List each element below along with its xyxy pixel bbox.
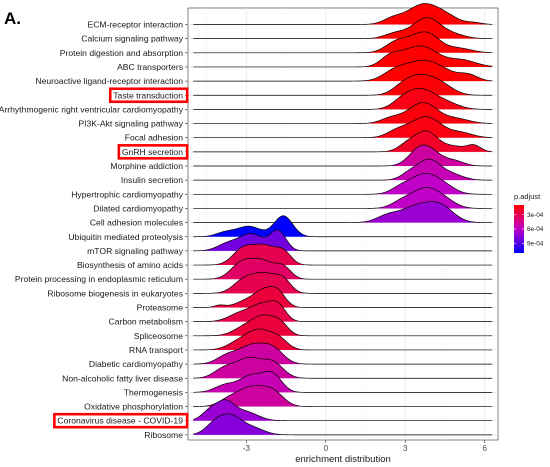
ridge-fill: [193, 3, 493, 25]
ridge-outline: [193, 286, 493, 308]
x-axis: -3 0 3 6: [243, 440, 487, 453]
ridge-outline: [193, 31, 493, 54]
highlight-boxes: [53, 87, 189, 429]
ridge-fill: [193, 116, 493, 138]
ridge-outline: [193, 229, 493, 252]
pathway-label: Arrhythmogenic right ventricular cardiom…: [0, 104, 184, 114]
panel-label: A.: [4, 9, 21, 28]
pathway-label: ECM-receptor interaction: [87, 20, 183, 30]
highlight-box: [108, 87, 189, 104]
ridge-outline: [193, 243, 493, 266]
pathway-label: Proteasome: [137, 303, 184, 313]
pathway-label: Coronavirus disease - COVID-19: [57, 416, 183, 426]
ridge-outline: [193, 271, 493, 294]
ridge-outline: [193, 116, 493, 139]
pathway-label: ABC transporters: [117, 62, 183, 72]
pathway-label: Morphine addiction: [110, 161, 183, 171]
x-axis-title: enrichment distribution: [295, 454, 391, 465]
ridge-fill: [193, 215, 493, 237]
ridge-outline: [193, 257, 493, 280]
ridge-outline: [193, 314, 493, 337]
pathway-label: Non-alcoholic fatty liver disease: [62, 373, 183, 383]
ridge-fill: [193, 145, 493, 166]
ridge-outline: [193, 356, 493, 379]
ridge-outline: [193, 201, 493, 223]
ridge-fill: [193, 187, 493, 209]
highlight-box: [53, 412, 189, 429]
pathway-label: Hypertrophic cardiomyopathy: [71, 189, 183, 199]
ridge-outline: [193, 342, 493, 365]
ridge-fill: [193, 102, 493, 124]
legend-ticks: 3e-04 6e-04 9e-04: [514, 212, 544, 248]
pathway-label: Ubiquitin mediated proteolysis: [68, 232, 183, 242]
x-tick-label: 3: [403, 443, 408, 453]
ridge-outline: [193, 215, 493, 238]
ridge-outline: [193, 45, 493, 68]
pathway-label: Protein processing in endoplasmic reticu…: [15, 274, 183, 284]
pathway-label: Diabetic cardiomyopathy: [89, 359, 184, 369]
ridge-outline: [193, 328, 493, 351]
pathway-label: RNA transport: [129, 345, 184, 355]
ridge-outline: [193, 300, 493, 322]
pathway-label: Spliceosome: [134, 331, 183, 341]
ridge-fill: [193, 385, 493, 407]
pathway-label: Insulin secretion: [121, 175, 183, 185]
ridge-fill: [193, 413, 493, 435]
legend-colorbar: [514, 205, 524, 253]
pathway-label: Neuroactive ligand-receptor interaction: [35, 76, 183, 86]
ridge-fill: [193, 343, 493, 365]
ridge-outline: [193, 88, 493, 110]
ridge-fill: [193, 244, 493, 266]
ridge-outline: [193, 413, 493, 436]
ridge-outline: [193, 3, 493, 25]
ridge-outline: [193, 371, 493, 393]
pathway-label: Taste transduction: [113, 90, 183, 100]
pathway-label: GnRH secretion: [122, 147, 183, 157]
ridge-outline: [193, 59, 493, 82]
ridge-outline: [193, 187, 493, 209]
ridge-outline: [193, 399, 493, 422]
legend-tick-label: 6e-04: [527, 226, 544, 233]
pathway-label: PI3K-Akt signaling pathway: [78, 119, 183, 129]
x-tick-label: 6: [482, 443, 487, 453]
ridge-outline: [193, 102, 493, 124]
pathway-label: Biosynthesis of amino acids: [77, 260, 183, 270]
pathway-label: Calcium signaling pathway: [81, 34, 183, 44]
ridge-fill: [193, 201, 493, 223]
legend-tick-label: 3e-04: [527, 212, 544, 219]
pathway-label: Protein digestion and absorption: [60, 48, 183, 58]
highlight-box: [117, 144, 189, 160]
y-axis-labels: ECM-receptor interaction Calcium signalin…: [0, 20, 188, 440]
pathway-label: Focal adhesion: [125, 133, 184, 143]
pathway-label: Oxidative phosphorylation: [84, 402, 183, 412]
ridge-outline: [193, 17, 493, 39]
x-tick-label: 0: [323, 443, 328, 453]
ridge-outline: [193, 73, 493, 96]
x-tick-label: -3: [243, 443, 251, 453]
pathway-label: Carbon metabolism: [108, 317, 183, 327]
ridge-outline: [193, 144, 493, 167]
pathway-label: Thermogenesis: [124, 387, 183, 397]
pathway-label: Ribosome biogenesis in eukaryotes: [47, 288, 183, 298]
pathway-label: Dilated cardiomyopathy: [93, 203, 184, 213]
legend-tick-label: 9e-04: [527, 241, 544, 248]
ridge-outline: [193, 130, 493, 153]
ridge-outline: [193, 385, 493, 407]
pathway-label: mTOR signaling pathway: [87, 246, 184, 256]
ridge-outline: [193, 158, 493, 181]
ridges: [193, 3, 493, 436]
color-legend: p.adjust 3e-04 6e-04 9e-04: [514, 192, 544, 253]
legend-title: p.adjust: [514, 192, 541, 201]
ridge-fill: [193, 173, 493, 195]
pathway-label: Cell adhesion molecules: [90, 218, 183, 228]
pathway-label: Ribosome: [144, 430, 183, 440]
ridge-outline: [193, 172, 493, 195]
